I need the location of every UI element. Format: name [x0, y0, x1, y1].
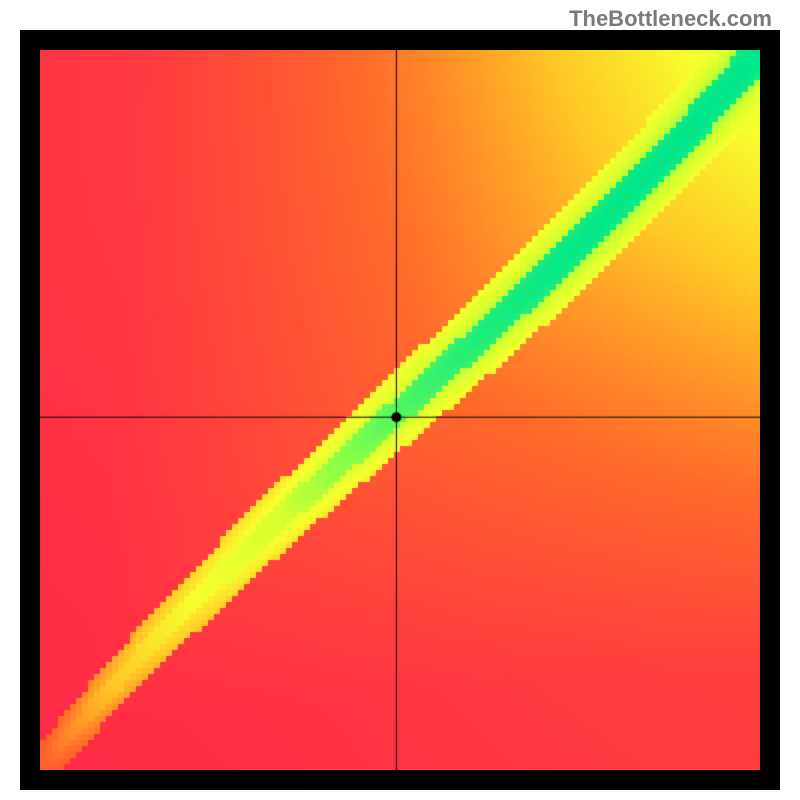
chart-border: [20, 30, 780, 790]
heatmap-plot: [40, 50, 760, 770]
watermark-text: TheBottleneck.com: [569, 6, 772, 32]
heatmap-canvas: [40, 50, 760, 770]
